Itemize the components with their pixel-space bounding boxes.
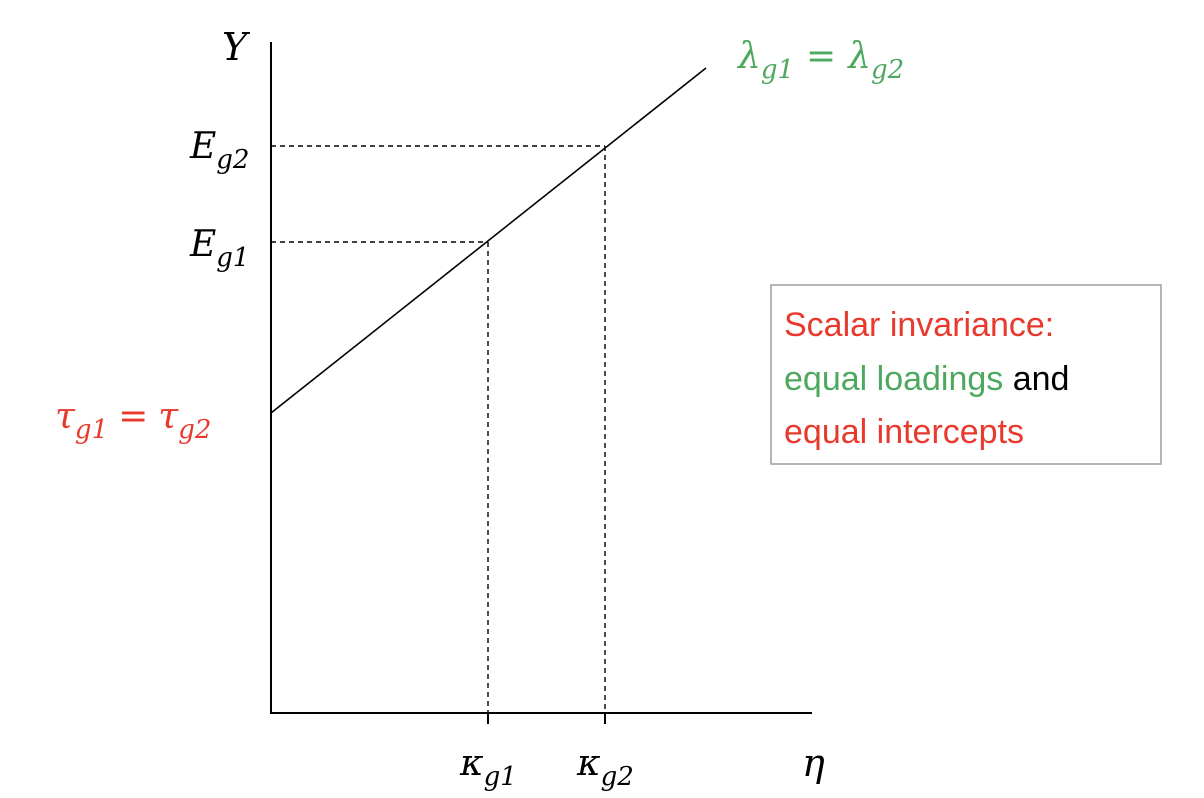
annotation-line-1: Scalar invariance: [784,306,1054,344]
intercept-label: τg1 = τg2 [55,396,211,445]
x-axis-label: η [802,741,825,785]
slope-label: λg1 = λg2 [736,36,904,85]
e-g1-label: Eg1 [189,224,249,273]
regression-line [270,67,707,414]
annotation-line-2: equal loadings and [784,360,1069,398]
e-g2-label: Eg2 [189,126,249,175]
y-axis-label: Y [222,25,251,69]
annotation-line-3: equal intercepts [784,413,1024,451]
kappa-g1-label: κg1 [459,743,517,792]
annotation-box [770,284,1162,465]
kappa-g2-label: κg2 [576,743,634,792]
